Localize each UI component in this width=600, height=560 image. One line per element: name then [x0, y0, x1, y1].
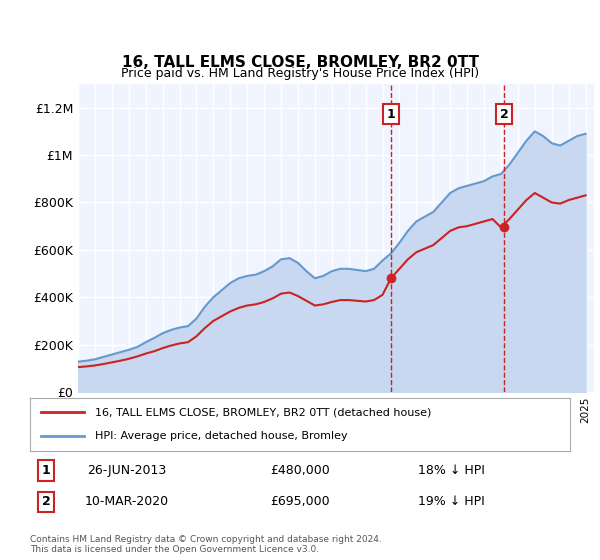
Text: 19% ↓ HPI: 19% ↓ HPI — [418, 496, 485, 508]
Text: Contains HM Land Registry data © Crown copyright and database right 2024.
This d: Contains HM Land Registry data © Crown c… — [30, 535, 382, 554]
Text: HPI: Average price, detached house, Bromley: HPI: Average price, detached house, Brom… — [95, 431, 347, 441]
Text: 1: 1 — [42, 464, 50, 477]
Text: 16, TALL ELMS CLOSE, BROMLEY, BR2 0TT (detached house): 16, TALL ELMS CLOSE, BROMLEY, BR2 0TT (d… — [95, 408, 431, 418]
Text: £480,000: £480,000 — [270, 464, 330, 477]
Text: 18% ↓ HPI: 18% ↓ HPI — [418, 464, 485, 477]
Text: Price paid vs. HM Land Registry's House Price Index (HPI): Price paid vs. HM Land Registry's House … — [121, 67, 479, 80]
Text: 26-JUN-2013: 26-JUN-2013 — [88, 464, 167, 477]
Text: £695,000: £695,000 — [270, 496, 330, 508]
Text: 10-MAR-2020: 10-MAR-2020 — [85, 496, 169, 508]
Text: 1: 1 — [386, 108, 395, 121]
Text: 2: 2 — [42, 496, 50, 508]
Text: 16, TALL ELMS CLOSE, BROMLEY, BR2 0TT: 16, TALL ELMS CLOSE, BROMLEY, BR2 0TT — [121, 55, 479, 70]
Text: 2: 2 — [500, 108, 509, 121]
